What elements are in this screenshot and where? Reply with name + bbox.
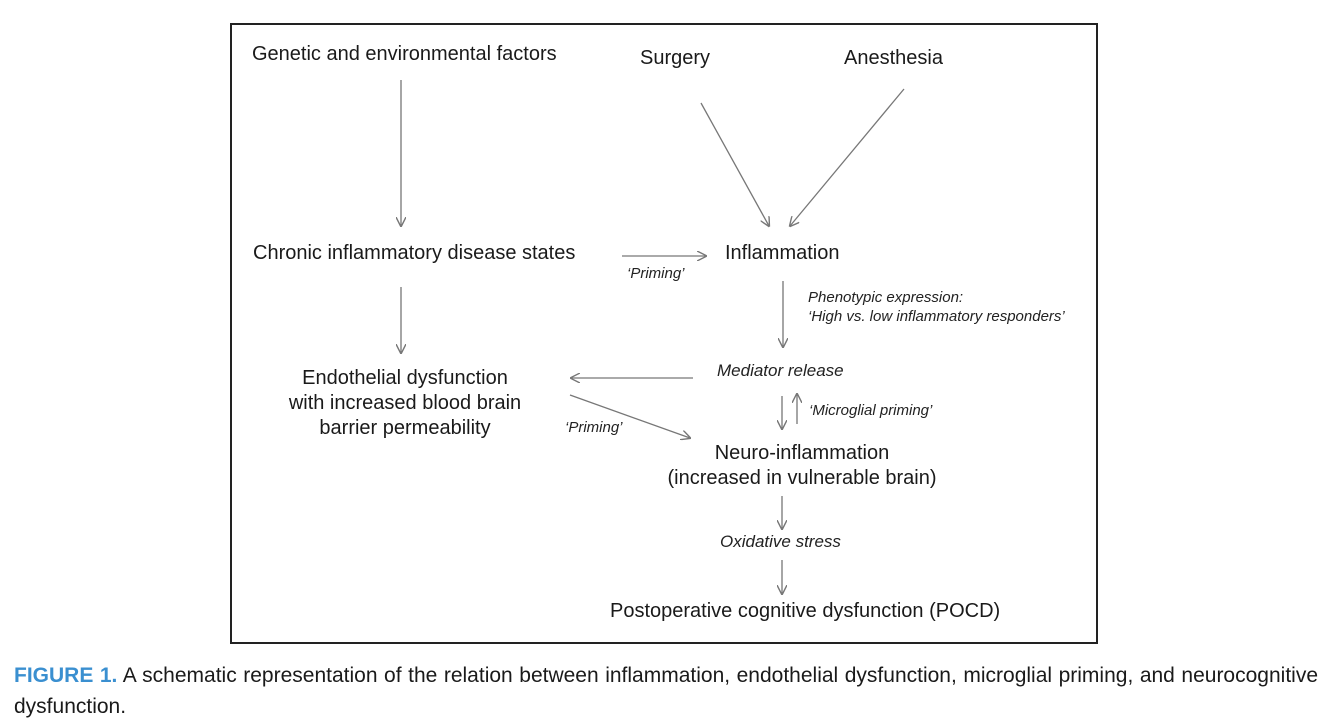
arrow-surgery-to-inflammation: [700, 102, 769, 226]
arrow-endothelial-to-neuro: [569, 394, 690, 438]
node-anesthesia: Anesthesia: [844, 47, 943, 69]
node-chronic-inflammatory: Chronic inflammatory disease states: [253, 242, 576, 264]
node-surgery: Surgery: [640, 47, 711, 69]
neuro-line-1: Neuro-inflammation: [714, 442, 890, 464]
label-priming-bottom: ‘Priming’: [565, 419, 623, 436]
figure-caption: FIGURE 1. A schematic representation of …: [14, 660, 1318, 722]
phenotypic-line-1: Phenotypic expression:: [808, 289, 964, 306]
endothelial-line-2: with increased blood brain: [288, 392, 522, 414]
caption-label: FIGURE 1.: [14, 664, 118, 687]
label-phenotypic-expression: Phenotypic expression: ‘High vs. low inf…: [808, 288, 1065, 326]
endothelial-line-3: barrier permeability: [319, 417, 491, 439]
label-microglial-priming: ‘Microglial priming’: [809, 402, 933, 419]
caption-text: A schematic representation of the relati…: [14, 664, 1318, 718]
node-genetic-factors: Genetic and environmental factors: [252, 43, 557, 65]
phenotypic-line-2: ‘High vs. low inflammatory responders’: [808, 308, 1065, 325]
node-neuro-inflammation: Neuro-inflammation (increased in vulnera…: [642, 441, 962, 491]
arrow-anesthesia-to-inflammation: [790, 88, 905, 226]
diagram-frame: [230, 23, 1098, 644]
endothelial-line-1: Endothelial dysfunction: [302, 367, 508, 389]
node-endothelial-dysfunction: Endothelial dysfunction with increased b…: [265, 366, 545, 441]
node-inflammation: Inflammation: [725, 242, 840, 264]
node-oxidative-stress: Oxidative stress: [720, 532, 841, 551]
node-pocd: Postoperative cognitive dysfunction (POC…: [610, 600, 1001, 622]
node-mediator-release: Mediator release: [717, 361, 844, 380]
label-priming-top: ‘Priming’: [627, 265, 685, 282]
neuro-line-2: (increased in vulnerable brain): [667, 467, 937, 489]
